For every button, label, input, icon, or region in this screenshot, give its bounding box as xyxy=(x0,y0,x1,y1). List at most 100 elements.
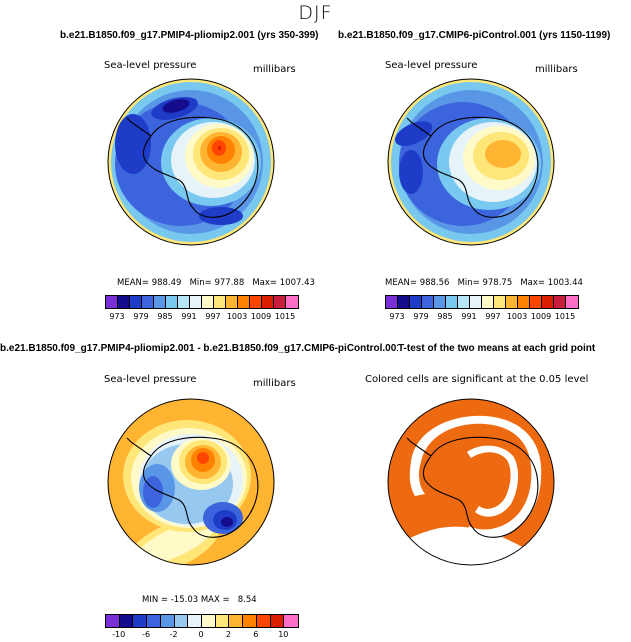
map-boundary xyxy=(107,398,275,566)
colorbar-swatch xyxy=(242,614,257,628)
colorbar-swatch xyxy=(173,614,189,628)
colorbar-swatch xyxy=(529,295,542,309)
colorbar-difference xyxy=(105,614,299,628)
map-difference xyxy=(107,398,275,566)
map-plateau-peak xyxy=(218,146,221,150)
map-low-northwest xyxy=(395,121,433,146)
panel-3-variable-label: Sea-level pressure xyxy=(104,374,197,385)
antarctica-coastline xyxy=(406,436,539,538)
colorbar-swatch xyxy=(385,295,398,309)
colorbar-swatch xyxy=(409,295,422,309)
colorbar-tick-label: 991 xyxy=(181,312,197,321)
panel-1-variable-label: Sea-level pressure xyxy=(104,60,197,71)
colorbar-swatch xyxy=(153,295,166,309)
colorbar-tick-label: 1015 xyxy=(554,312,576,321)
colorbar-swatch xyxy=(565,295,579,309)
colorbar-swatch xyxy=(433,295,446,309)
colorbar-swatch xyxy=(285,295,299,309)
colorbar-swatch xyxy=(261,295,274,309)
map-low-west xyxy=(399,150,423,194)
panel-2-units-label: millibars xyxy=(535,64,578,75)
colorbar-tick-label: 6 xyxy=(253,630,259,639)
colorbar-swatch xyxy=(249,295,262,309)
colorbar-swatch xyxy=(146,614,161,628)
panel-2-stats: MEAN= 988.56 Min= 978.75 Max= 1003.44 xyxy=(385,278,583,288)
colorbar-tick-label: 1009 xyxy=(530,312,552,321)
colorbar-tick-label: 979 xyxy=(133,312,149,321)
colorbar-tick-label: 1003 xyxy=(226,312,248,321)
colorbar-swatch xyxy=(132,614,148,628)
panel-1-units-label: millibars xyxy=(253,64,296,75)
map-low-west xyxy=(115,114,151,174)
colorbar-swatch xyxy=(493,295,506,309)
colorbar-swatch xyxy=(283,614,299,628)
colorbar-swatch xyxy=(469,295,482,309)
colorbar-swatch xyxy=(213,295,226,309)
map-plateau-high xyxy=(485,140,521,168)
antarctica-coastline xyxy=(126,436,259,538)
colorbar-swatch xyxy=(225,295,238,309)
colorbar-swatch xyxy=(159,614,175,628)
colorbar-swatch xyxy=(445,295,458,309)
colorbar-tick-label: -10 xyxy=(112,630,126,639)
figure-title: DJF xyxy=(298,2,333,24)
colorbar-swatch xyxy=(421,295,434,309)
map-significance xyxy=(387,398,555,566)
colorbar-swatch xyxy=(237,295,250,309)
panel-1-title: b.e21.B1850.f09_g17.PMIP4-pliomip2.001 (… xyxy=(60,30,319,41)
colorbar-tick-label: 1015 xyxy=(274,312,296,321)
colorbar-swatch xyxy=(105,295,118,309)
colorbar-tick-label: 979 xyxy=(413,312,429,321)
diff-min xyxy=(221,517,233,527)
colorbar-swatch xyxy=(187,614,202,628)
colorbar-tick-label: 997 xyxy=(485,312,501,321)
colorbar-swatch xyxy=(517,295,530,309)
colorbar-tick-label: 985 xyxy=(437,312,453,321)
colorbar-swatch xyxy=(505,295,518,309)
colorbar-swatch xyxy=(397,295,410,309)
map-pliomip xyxy=(107,78,275,246)
map-boundary xyxy=(387,78,555,246)
colorbar-tick-label: 973 xyxy=(109,312,125,321)
colorbar-pliomip xyxy=(105,295,299,309)
colorbar-swatch xyxy=(214,614,230,628)
colorbar-swatch xyxy=(269,614,285,628)
colorbar-swatch xyxy=(457,295,470,309)
colorbar-swatch xyxy=(189,295,202,309)
colorbar-swatch xyxy=(177,295,190,309)
colorbar-swatch xyxy=(273,295,286,309)
colorbar-tick-label: 0 xyxy=(198,630,204,639)
colorbar-tick-label: 985 xyxy=(157,312,173,321)
colorbar-tick-label: 997 xyxy=(205,312,221,321)
colorbar-swatch xyxy=(201,295,214,309)
panel-2-title: b.e21.B1850.f09_g17.CMIP6-piControl.001 … xyxy=(338,30,611,41)
colorbar-swatch xyxy=(105,614,120,628)
colorbar-swatch xyxy=(118,614,134,628)
colorbar-tick-label: 973 xyxy=(389,312,405,321)
panel-4-note: Colored cells are significant at the 0.0… xyxy=(365,374,589,385)
antarctica-coastline xyxy=(126,116,259,218)
colorbar-swatch xyxy=(201,614,216,628)
colorbar-tick-label: 10 xyxy=(278,630,289,639)
colorbar-swatch xyxy=(481,295,494,309)
colorbar-swatch xyxy=(117,295,130,309)
colorbar-swatch xyxy=(255,614,271,628)
colorbar-swatch xyxy=(141,295,154,309)
panel-3-title: b.e21.B1850.f09_g17.PMIP4-pliomip2.001 -… xyxy=(0,343,402,354)
colorbar-tick-label: 1003 xyxy=(506,312,528,321)
panel-3-stats: MIN = -15.03 MAX = 8.54 xyxy=(142,595,257,605)
colorbar-picontrol-labels: 973 979 985 991 997 1003 1009 1015 xyxy=(385,312,577,324)
colorbar-swatch xyxy=(228,614,244,628)
antarctica-coastline xyxy=(406,116,539,218)
nonsignificant-inner-ring xyxy=(467,445,519,517)
colorbar-tick-label: 2 xyxy=(225,630,231,639)
panel-3-units-label: millibars xyxy=(253,378,296,389)
panel-2-variable-label: Sea-level pressure xyxy=(385,60,478,71)
map-low-north-core xyxy=(162,99,190,113)
colorbar-swatch xyxy=(553,295,566,309)
colorbar-tick-label: -2 xyxy=(169,630,178,639)
map-boundary xyxy=(107,78,275,246)
colorbar-pliomip-labels: 973 979 985 991 997 1003 1009 1015 xyxy=(105,312,297,324)
panel-1-stats: MEAN= 988.49 Min= 977.88 Max= 1007.43 xyxy=(117,278,315,288)
colorbar-swatch xyxy=(129,295,142,309)
